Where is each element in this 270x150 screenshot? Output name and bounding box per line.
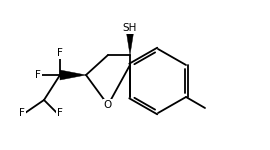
Text: O: O — [104, 100, 112, 110]
Text: SH: SH — [123, 23, 137, 33]
Text: F: F — [19, 108, 25, 118]
Text: F: F — [35, 70, 41, 80]
Polygon shape — [60, 70, 86, 80]
Text: F: F — [57, 108, 63, 118]
Polygon shape — [127, 33, 133, 55]
Text: F: F — [57, 48, 63, 58]
